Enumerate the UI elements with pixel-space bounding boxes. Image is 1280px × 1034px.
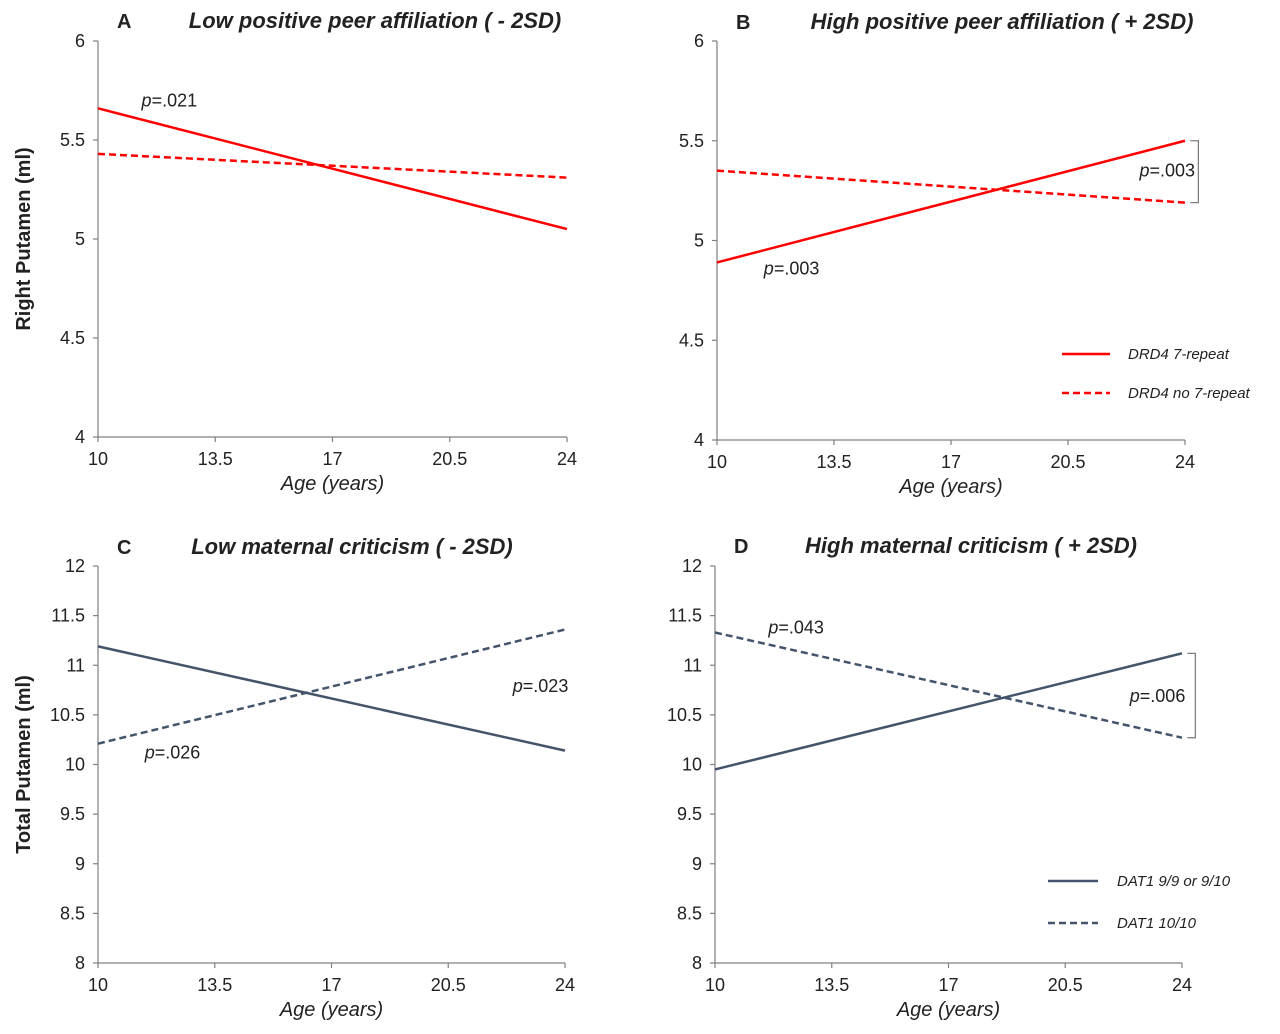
panel-b-series-noseven (716, 169, 1186, 204)
panel-b-p-value-annotation: p=.003 (763, 258, 820, 278)
p-value: =.043 (778, 617, 824, 637)
panel-c-x-tick-label: 17 (321, 975, 341, 995)
panel-b-series-seven (716, 139, 1186, 264)
panel-d-x-tick-label: 17 (938, 975, 958, 995)
panel-d-title: High maternal criticism ( + 2SD) (805, 533, 1137, 558)
panel-c-y-tick-label: 9.5 (60, 804, 85, 824)
panel-c-y-tick-label: 10.5 (50, 705, 85, 725)
panel-b-x-tick-label: 10 (707, 452, 727, 472)
panel-d-legend-label-dat_short: DAT1 9/9 or 9/10 (1117, 873, 1231, 890)
panel-a-title: Low positive peer affiliation ( - 2SD) (189, 8, 561, 33)
panel-a-y-tick-label: 6 (75, 31, 85, 51)
panel-b-y-tick-label: 4.5 (679, 330, 704, 350)
panel-c-letter: C (117, 537, 131, 559)
p-symbol: p (144, 743, 155, 763)
panel-b-y-tick-label: 4 (694, 430, 704, 450)
panel-a-x-tick-label: 17 (322, 449, 342, 469)
p-value: =.006 (1140, 686, 1186, 706)
panel-d-y-tick-label: 11.5 (668, 606, 702, 626)
panel-b-x-axis-title: Age (years) (898, 476, 1002, 498)
panel-c-y-tick-label: 12 (65, 556, 85, 576)
panel-c-series-dat_long (97, 628, 566, 745)
panel-c-y-tick-label: 9 (75, 854, 85, 874)
panel-d-y-tick-label: 8.5 (677, 903, 702, 923)
panel-a-x-tick-label: 13.5 (198, 449, 233, 469)
panel-d-series-dat_short (714, 652, 1183, 771)
panel-d-x-tick-label: 10 (705, 975, 725, 995)
panel-d-series-dat_long (714, 631, 1183, 739)
panel-c-x-tick-label: 24 (555, 975, 575, 995)
p-value: =.023 (523, 676, 569, 696)
panel-d-y-tick-label: 11 (683, 655, 702, 675)
panel-c-p-value-annotation: p=.026 (144, 743, 201, 763)
panel-a-y-axis-title: Right Putamen (ml) (13, 147, 35, 330)
panel-c-x-tick-label: 10 (88, 975, 108, 995)
panel-b-y-tick-label: 6 (694, 31, 704, 51)
panel-b-legend-label-seven: DRD4 7-repeat (1128, 346, 1230, 363)
panel-a-x-axis-title: Age (years) (280, 473, 384, 495)
panel-c-y-tick-label: 11 (66, 655, 85, 675)
panel-d-x-axis-title: Age (years) (896, 999, 1000, 1021)
p-symbol: p (1138, 161, 1149, 181)
p-symbol: p (763, 258, 774, 278)
panel-c-p-value-annotation: p=.023 (512, 676, 569, 696)
panel-d-p-value-annotation: p=.006 (1129, 686, 1186, 706)
panel-d-y-tick-label: 9 (692, 854, 702, 874)
panel-d-y-tick-label: 10 (682, 755, 702, 775)
panel-b-p-value-annotation: p=.003 (1138, 161, 1195, 181)
panel-a-series-seven (97, 107, 568, 231)
p-symbol: p (512, 676, 523, 696)
panel-d-y-tick-label: 9.5 (677, 804, 702, 824)
panel-b-y-tick-label: 5.5 (679, 131, 704, 151)
panel-c-x-axis-title: Age (years) (279, 999, 383, 1021)
panel-a-y-tick-label: 5 (75, 229, 85, 249)
panel-a-p-value-annotation: p=.021 (141, 90, 198, 110)
p-symbol: p (141, 90, 152, 110)
panel-c-x-tick-label: 13.5 (197, 975, 232, 995)
panel-b-letter: B (736, 12, 750, 34)
panel-b-x-tick-label: 20.5 (1050, 452, 1085, 472)
p-value: =.026 (155, 743, 201, 763)
panel-b-legend-label-noseven: DRD4 no 7-repeat (1128, 385, 1251, 402)
panel-b-y-tick-label: 5 (694, 231, 704, 251)
panel-c-y-tick-label: 11.5 (51, 606, 85, 626)
panel-a-x-tick-label: 24 (557, 449, 577, 469)
panel-a-y-tick-label: 4.5 (60, 328, 85, 348)
panel-c-y-tick-label: 8 (75, 953, 85, 973)
panel-a-x-tick-label: 10 (88, 449, 108, 469)
panel-d-y-tick-label: 8 (692, 953, 702, 973)
panel-a-y-tick-label: 4 (75, 427, 85, 447)
panel-b-x-tick-label: 17 (941, 452, 961, 472)
panel-c-title: Low maternal criticism ( - 2SD) (191, 534, 513, 559)
panel-b-x-tick-label: 24 (1175, 452, 1195, 472)
panel-c-y-axis-title: Total Putamen (ml) (13, 675, 35, 854)
panel-d-x-tick-label: 24 (1172, 975, 1192, 995)
panel-d-x-tick-label: 20.5 (1048, 975, 1083, 995)
panel-d-y-tick-label: 10.5 (667, 705, 702, 725)
panel-c-y-tick-label: 10 (65, 755, 85, 775)
panel-d-bracket (1187, 652, 1196, 739)
p-value: =.003 (774, 258, 820, 278)
panel-a-y-tick-label: 5.5 (60, 130, 85, 150)
panel-b-bracket (1190, 140, 1200, 204)
panel-a-series-noseven (97, 152, 568, 179)
panel-b-x-tick-label: 13.5 (816, 452, 851, 472)
panel-b-title: High positive peer affiliation ( + 2SD) (811, 9, 1194, 34)
panel-d-p-value-annotation: p=.043 (767, 617, 824, 637)
panel-c-series-dat_short (97, 645, 566, 752)
panel-d-letter: D (734, 536, 748, 558)
panel-d-y-tick-label: 12 (682, 556, 702, 576)
panel-c-y-tick-label: 8.5 (60, 903, 85, 923)
panel-c-x-tick-label: 20.5 (431, 975, 466, 995)
p-symbol: p (767, 617, 778, 637)
panel-d-legend-label-dat_long: DAT1 10/10 (1117, 915, 1197, 932)
panel-d-x-tick-label: 13.5 (814, 975, 849, 995)
p-value: =.021 (152, 90, 198, 110)
p-value: =.003 (1149, 161, 1195, 181)
panel-a-letter: A (117, 11, 131, 33)
panel-a-x-tick-label: 20.5 (432, 449, 467, 469)
p-symbol: p (1129, 686, 1140, 706)
